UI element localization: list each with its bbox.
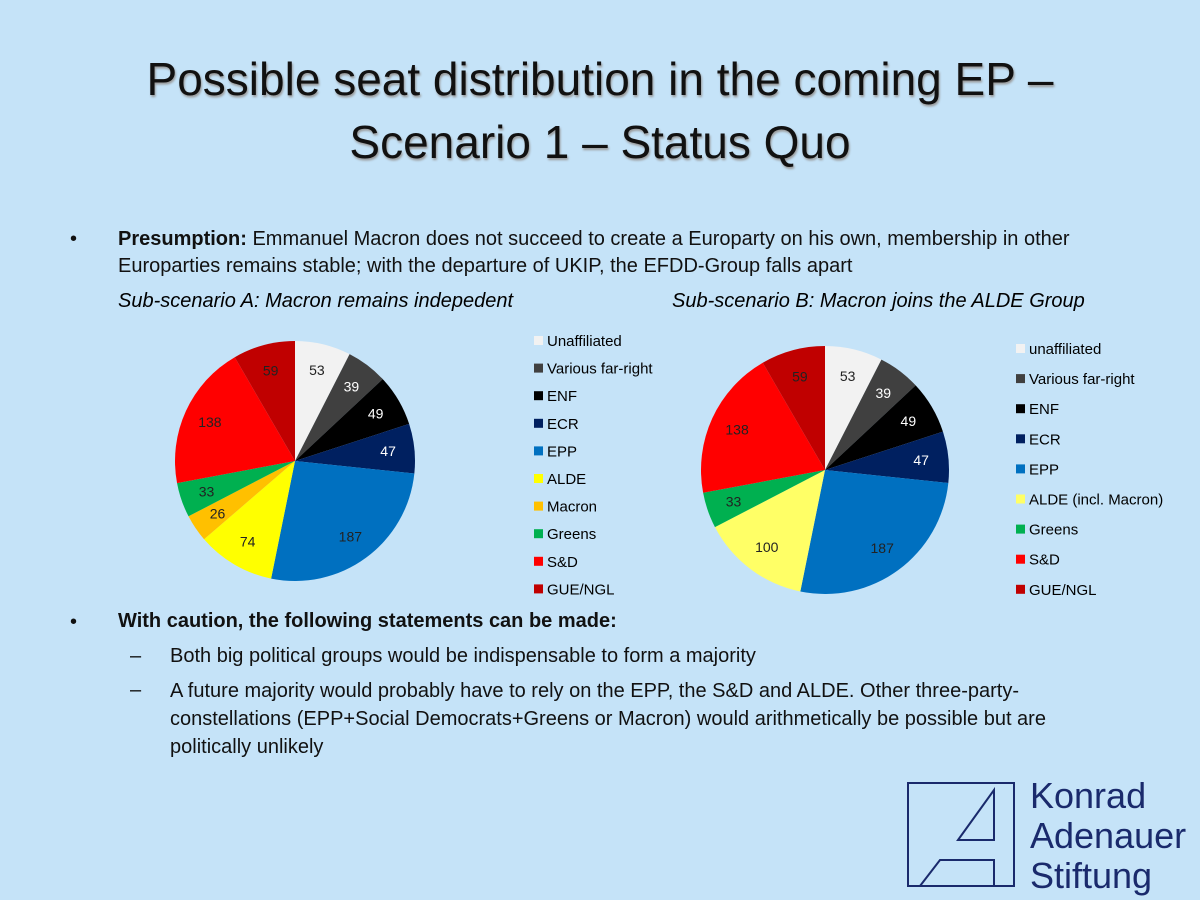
legend-swatch xyxy=(1016,494,1025,504)
logo-text: Stiftung xyxy=(1030,855,1152,896)
pie-slice xyxy=(271,461,415,581)
presumption-label: Presumption: xyxy=(118,228,247,250)
legend-swatch xyxy=(534,336,543,345)
pie-slice xyxy=(234,341,295,461)
pie-slice xyxy=(703,470,825,528)
pie-slice xyxy=(714,470,825,592)
data-label: 138 xyxy=(725,422,749,438)
legend-swatch xyxy=(1016,344,1025,353)
pie-slice xyxy=(204,461,295,579)
pie-slice xyxy=(188,461,295,540)
pie-slice xyxy=(295,341,350,461)
bullet: • xyxy=(70,228,78,250)
legend-swatch xyxy=(534,556,543,566)
data-label: 49 xyxy=(368,405,384,421)
pie-slice xyxy=(825,346,882,470)
legend-label: EPP xyxy=(1029,461,1059,478)
legend-label: ECR xyxy=(547,416,579,433)
data-label: 33 xyxy=(726,494,742,510)
legend-label: Various far-right xyxy=(1029,371,1135,388)
pie-slice xyxy=(800,470,949,594)
legend-swatch xyxy=(1016,404,1025,414)
logo-text: Konrad xyxy=(1030,775,1146,816)
pie-slice xyxy=(762,346,825,470)
pie-slice xyxy=(701,362,825,493)
slide-title: Scenario 1 – Status Quo xyxy=(349,116,851,168)
legend-label: ENF xyxy=(547,388,577,405)
logo-mark xyxy=(907,782,1015,887)
legend-label: Various far-right xyxy=(547,361,653,378)
legend-label: Greens xyxy=(1029,522,1078,539)
data-label: 26 xyxy=(210,505,226,521)
logo-text: Adenauer xyxy=(1030,815,1186,856)
legend-swatch xyxy=(534,584,543,594)
legend-label: Macron xyxy=(547,499,597,516)
chart-title: Sub-scenario A: Macron remains indepeden… xyxy=(118,290,514,312)
data-label: 187 xyxy=(339,528,363,544)
dash: – xyxy=(130,645,142,667)
presumption-text: Emmanuel Macron does not succeed to crea… xyxy=(118,228,1070,277)
data-label: 100 xyxy=(755,539,779,555)
pie-slice xyxy=(175,357,295,484)
data-label: 53 xyxy=(840,368,856,384)
legend-swatch xyxy=(1016,524,1025,534)
pie-slice xyxy=(825,385,943,470)
statement: A future majority would probably have to… xyxy=(170,680,1046,758)
pie-slice xyxy=(825,359,916,470)
dash: – xyxy=(130,679,142,701)
legend-label: GUE/NGL xyxy=(547,581,615,598)
data-label: 47 xyxy=(380,443,396,459)
data-label: 39 xyxy=(875,385,891,401)
slide-title: Possible seat distribution in the coming… xyxy=(146,53,1054,105)
data-label: 187 xyxy=(871,540,895,556)
data-label: 47 xyxy=(913,452,929,468)
legend-swatch xyxy=(534,501,543,511)
presumption: Presumption: Emmanuel Macron does not su… xyxy=(118,226,1098,280)
data-label: 49 xyxy=(901,413,917,429)
legend-swatch xyxy=(534,474,543,483)
legend-swatch xyxy=(534,363,543,373)
data-label: 74 xyxy=(240,534,256,550)
legend-label: ALDE xyxy=(547,471,586,488)
legend-label: ECR xyxy=(1029,431,1061,448)
legend-swatch xyxy=(1016,554,1025,564)
data-label: 33 xyxy=(199,484,215,500)
bullet: • xyxy=(70,611,78,633)
chart-title: Sub-scenario B: Macron joins the ALDE Gr… xyxy=(672,290,1085,312)
data-label: 39 xyxy=(344,378,360,394)
pie-slice xyxy=(295,379,410,461)
data-label: 59 xyxy=(792,369,808,385)
legend-swatch xyxy=(1016,584,1025,594)
legend-label: ENF xyxy=(1029,401,1059,418)
legend-label: Greens xyxy=(547,526,596,543)
statements-heading: With caution, the following statements c… xyxy=(118,610,617,632)
legend-swatch xyxy=(534,446,543,456)
legend-swatch xyxy=(534,391,543,401)
legend-label: EPP xyxy=(547,443,577,460)
legend-label: GUE/NGL xyxy=(1029,582,1097,599)
legend-swatch xyxy=(534,418,543,428)
pie-slice xyxy=(825,431,949,483)
legend-label: S&D xyxy=(1029,552,1060,569)
pie-slice xyxy=(295,354,383,461)
data-label: 53 xyxy=(309,362,325,378)
data-label: 138 xyxy=(198,414,222,430)
pie-slice xyxy=(177,461,295,517)
legend-swatch xyxy=(1016,464,1025,474)
legend-label: ALDE (incl. Macron) xyxy=(1029,492,1163,509)
legend-swatch xyxy=(1016,374,1025,384)
legend-label: S&D xyxy=(547,554,578,571)
statement: Both big political groups would be indis… xyxy=(170,645,756,667)
pie-slice xyxy=(295,423,415,474)
data-label: 59 xyxy=(263,363,279,379)
legend-swatch xyxy=(1016,434,1025,444)
legend-label: unaffiliated xyxy=(1029,341,1101,358)
legend-swatch xyxy=(534,529,543,539)
legend-label: Unaffiliated xyxy=(547,333,622,350)
